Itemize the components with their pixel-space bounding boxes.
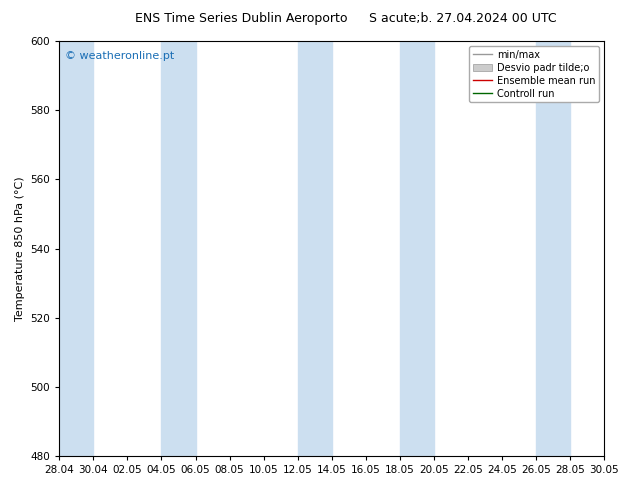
Bar xyxy=(400,41,434,456)
Legend: min/max, Desvio padr tilde;o, Ensemble mean run, Controll run: min/max, Desvio padr tilde;o, Ensemble m… xyxy=(469,46,599,102)
Bar xyxy=(536,41,570,456)
Bar xyxy=(298,41,332,456)
Bar xyxy=(162,41,195,456)
Text: ENS Time Series Dublin Aeroporto: ENS Time Series Dublin Aeroporto xyxy=(134,12,347,25)
Text: S acute;b. 27.04.2024 00 UTC: S acute;b. 27.04.2024 00 UTC xyxy=(369,12,557,25)
Y-axis label: Temperature 850 hPa (°C): Temperature 850 hPa (°C) xyxy=(15,176,25,321)
Bar xyxy=(60,41,93,456)
Text: © weatheronline.pt: © weatheronline.pt xyxy=(65,51,174,61)
